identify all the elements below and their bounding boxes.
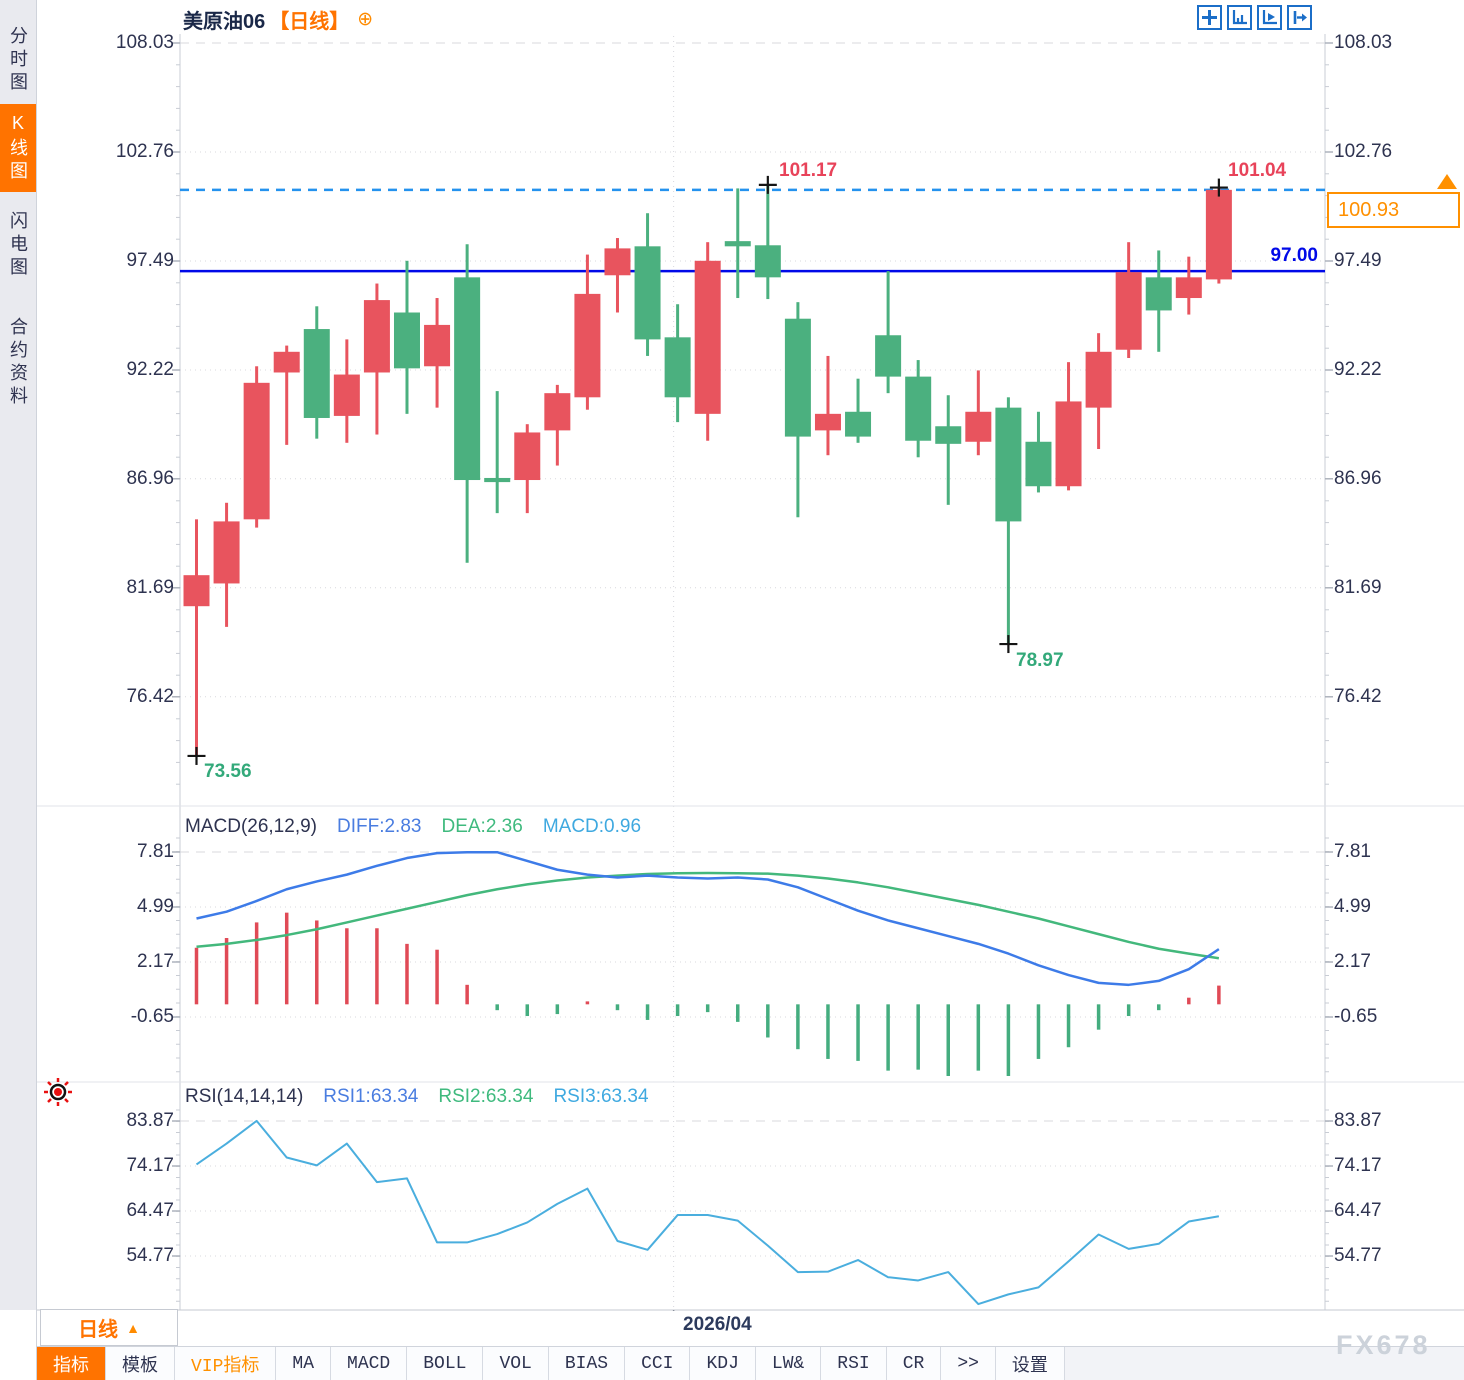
axis-tick-label: 4.99 — [137, 895, 174, 917]
axis-tick-label: 7.81 — [1334, 840, 1371, 862]
sidebar-item-2[interactable]: 闪电图 — [8, 210, 28, 280]
tab-4[interactable]: MACD — [331, 1347, 408, 1380]
sidebar: 分时图 K线图闪电图合约资料 — [0, 0, 36, 1310]
axis-tick-label: 76.42 — [1334, 685, 1382, 707]
tab-7[interactable]: BIAS — [548, 1347, 626, 1380]
axis-tick-label: -0.65 — [1334, 1006, 1378, 1027]
tab-8[interactable]: CCI — [625, 1347, 691, 1380]
macd-diff-value: DIFF:2.83 — [337, 816, 422, 837]
axis-tick-label: 83.87 — [1334, 1110, 1382, 1131]
axis-tick-label: 86.96 — [1334, 467, 1382, 489]
period-selector-label: 日线 — [78, 1319, 119, 1341]
axis-play-icon[interactable] — [1257, 5, 1282, 30]
axis-tick-label: 4.99 — [1334, 895, 1371, 917]
axis-tick-label: 76.42 — [126, 685, 174, 707]
live-indicator-icon — [42, 1076, 74, 1113]
axis-tick-label: 74.17 — [126, 1155, 174, 1176]
tab-14[interactable]: 设置 — [995, 1347, 1065, 1380]
macd-macd-value: MACD:0.96 — [542, 816, 642, 837]
macd-dea-value: DEA:2.36 — [441, 816, 523, 837]
axis-tick-label: 7.81 — [137, 840, 174, 862]
macd-header: MACD(26,12,9) DIFF:2.83 DEA:2.36 MACD:0.… — [185, 816, 641, 838]
tab-11[interactable]: RSI — [821, 1347, 887, 1380]
axis-tick-label: 54.77 — [126, 1244, 174, 1266]
rsi1-value: RSI1:63.34 — [323, 1086, 419, 1107]
period-selector-button[interactable]: 日线 ▲ — [40, 1309, 178, 1346]
tab-2[interactable]: VIP指标 — [175, 1347, 277, 1380]
axis-tick-label: 81.69 — [1334, 576, 1382, 598]
axis-tick-label: 86.96 — [126, 467, 174, 489]
watermark: FX678 — [1336, 1330, 1431, 1360]
axis-tick-label: 102.76 — [115, 140, 174, 162]
chart-header: 美原油06 【日线】 ⊕ — [183, 5, 373, 34]
move-icon[interactable] — [1197, 5, 1222, 30]
macd-params-label: MACD(26,12,9) — [185, 816, 317, 837]
annotation-low-mid: 78.97 — [1016, 650, 1064, 671]
sidebar-item-0[interactable]: 分时图 — [8, 25, 28, 95]
axis-tick-label: 97.49 — [1334, 249, 1382, 271]
axis-tick-label: 108.03 — [115, 32, 174, 53]
period-tag: 【日线】 — [269, 11, 350, 33]
support-price-label: 97.00 — [1270, 245, 1318, 266]
x-axis-strip — [37, 1311, 1464, 1346]
tab-6[interactable]: VOL — [483, 1347, 549, 1380]
axis-tick-label: 102.76 — [1334, 140, 1393, 162]
rsi3-value: RSI3:63.34 — [553, 1086, 649, 1107]
axis-tick-label: 97.49 — [126, 249, 174, 271]
instrument-title: 美原油06 — [183, 11, 266, 33]
tab-5[interactable]: BOLL — [407, 1347, 484, 1380]
axis-zoom-icon[interactable] — [1227, 5, 1252, 30]
annotation-high-mid: 101.17 — [779, 160, 838, 181]
indicator-tabbar: 指标 模板 VIP指标 MA MACD BOLL VOL BIAS CCI KDJ LW& RSI CR… — [37, 1346, 1464, 1380]
sidebar-divider — [36, 0, 37, 1380]
annotation-low-first: 73.56 — [204, 761, 252, 782]
sidebar-item-3[interactable]: 合约资料 — [8, 317, 28, 409]
price-up-arrow-icon — [1437, 174, 1457, 189]
chevron-up-icon: ▲ — [126, 1319, 140, 1336]
axis-tick-label: 108.03 — [1334, 32, 1393, 53]
x-axis-date-label: 2026/04 — [683, 1314, 752, 1335]
rsi-header: RSI(14,14,14) RSI1:63.34 RSI2:63.34 RSI3… — [185, 1086, 649, 1108]
tab-0[interactable]: 指标 — [37, 1347, 106, 1380]
axis-tick-label: 92.22 — [126, 358, 174, 380]
chart-toolbar — [1197, 5, 1312, 30]
rsi-params-label: RSI(14,14,14) — [185, 1086, 304, 1107]
last-price-badge: 100.93 — [1327, 192, 1460, 228]
sidebar-item-1[interactable]: K线图 — [0, 104, 36, 192]
last-price-value: 100.93 — [1338, 198, 1400, 221]
axis-tick-label: 2.17 — [137, 951, 174, 972]
axis-tick-label: 92.22 — [1334, 358, 1382, 380]
tab-12[interactable]: CR — [886, 1347, 942, 1380]
annotation-high-last: 101.04 — [1228, 160, 1287, 181]
tab-10[interactable]: LW& — [755, 1347, 822, 1380]
axis-tick-label: -0.65 — [130, 1006, 174, 1027]
axis-tick-label: 2.17 — [1334, 951, 1371, 972]
axis-tick-label: 74.17 — [1334, 1155, 1382, 1176]
axis-tick-label: 83.87 — [126, 1110, 174, 1131]
axis-tick-label: 64.47 — [126, 1200, 174, 1221]
axis-tick-label: 64.47 — [1334, 1200, 1382, 1221]
crosshair-icon[interactable]: ⊕ — [357, 9, 374, 30]
axis-shift-icon[interactable] — [1287, 5, 1312, 30]
tab-3[interactable]: MA — [276, 1347, 332, 1380]
rsi2-value: RSI2:63.34 — [438, 1086, 534, 1107]
tab-9[interactable]: KDJ — [690, 1347, 756, 1380]
tab-1[interactable]: 模板 — [106, 1347, 175, 1380]
axis-tick-label: 81.69 — [126, 576, 174, 598]
axis-tick-label: 54.77 — [1334, 1244, 1382, 1266]
tab-13[interactable]: >> — [941, 1347, 996, 1380]
